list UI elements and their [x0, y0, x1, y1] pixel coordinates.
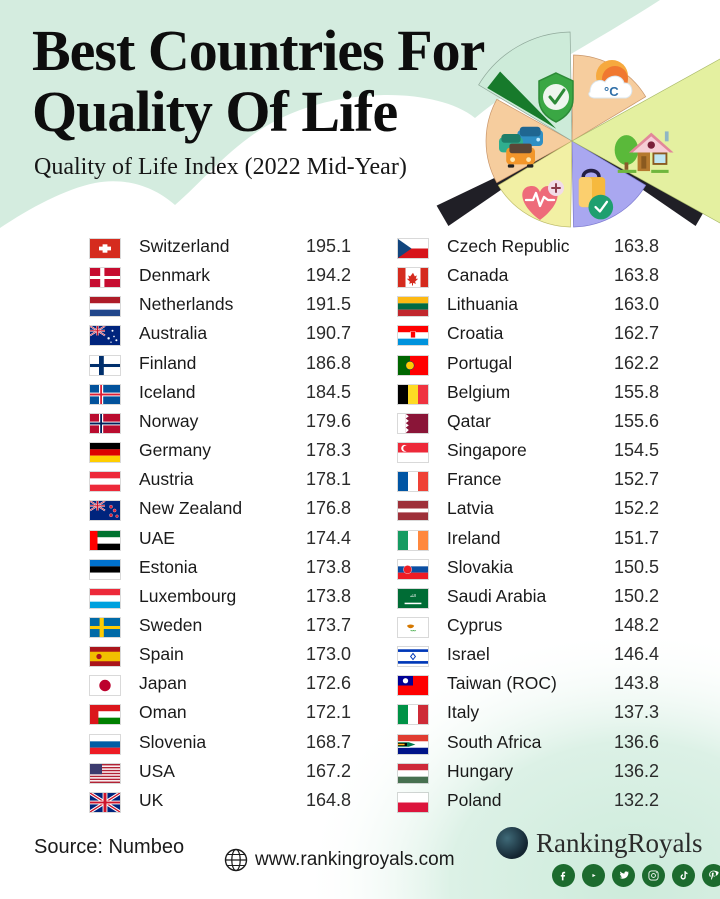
svg-text:الله: الله [410, 593, 416, 598]
